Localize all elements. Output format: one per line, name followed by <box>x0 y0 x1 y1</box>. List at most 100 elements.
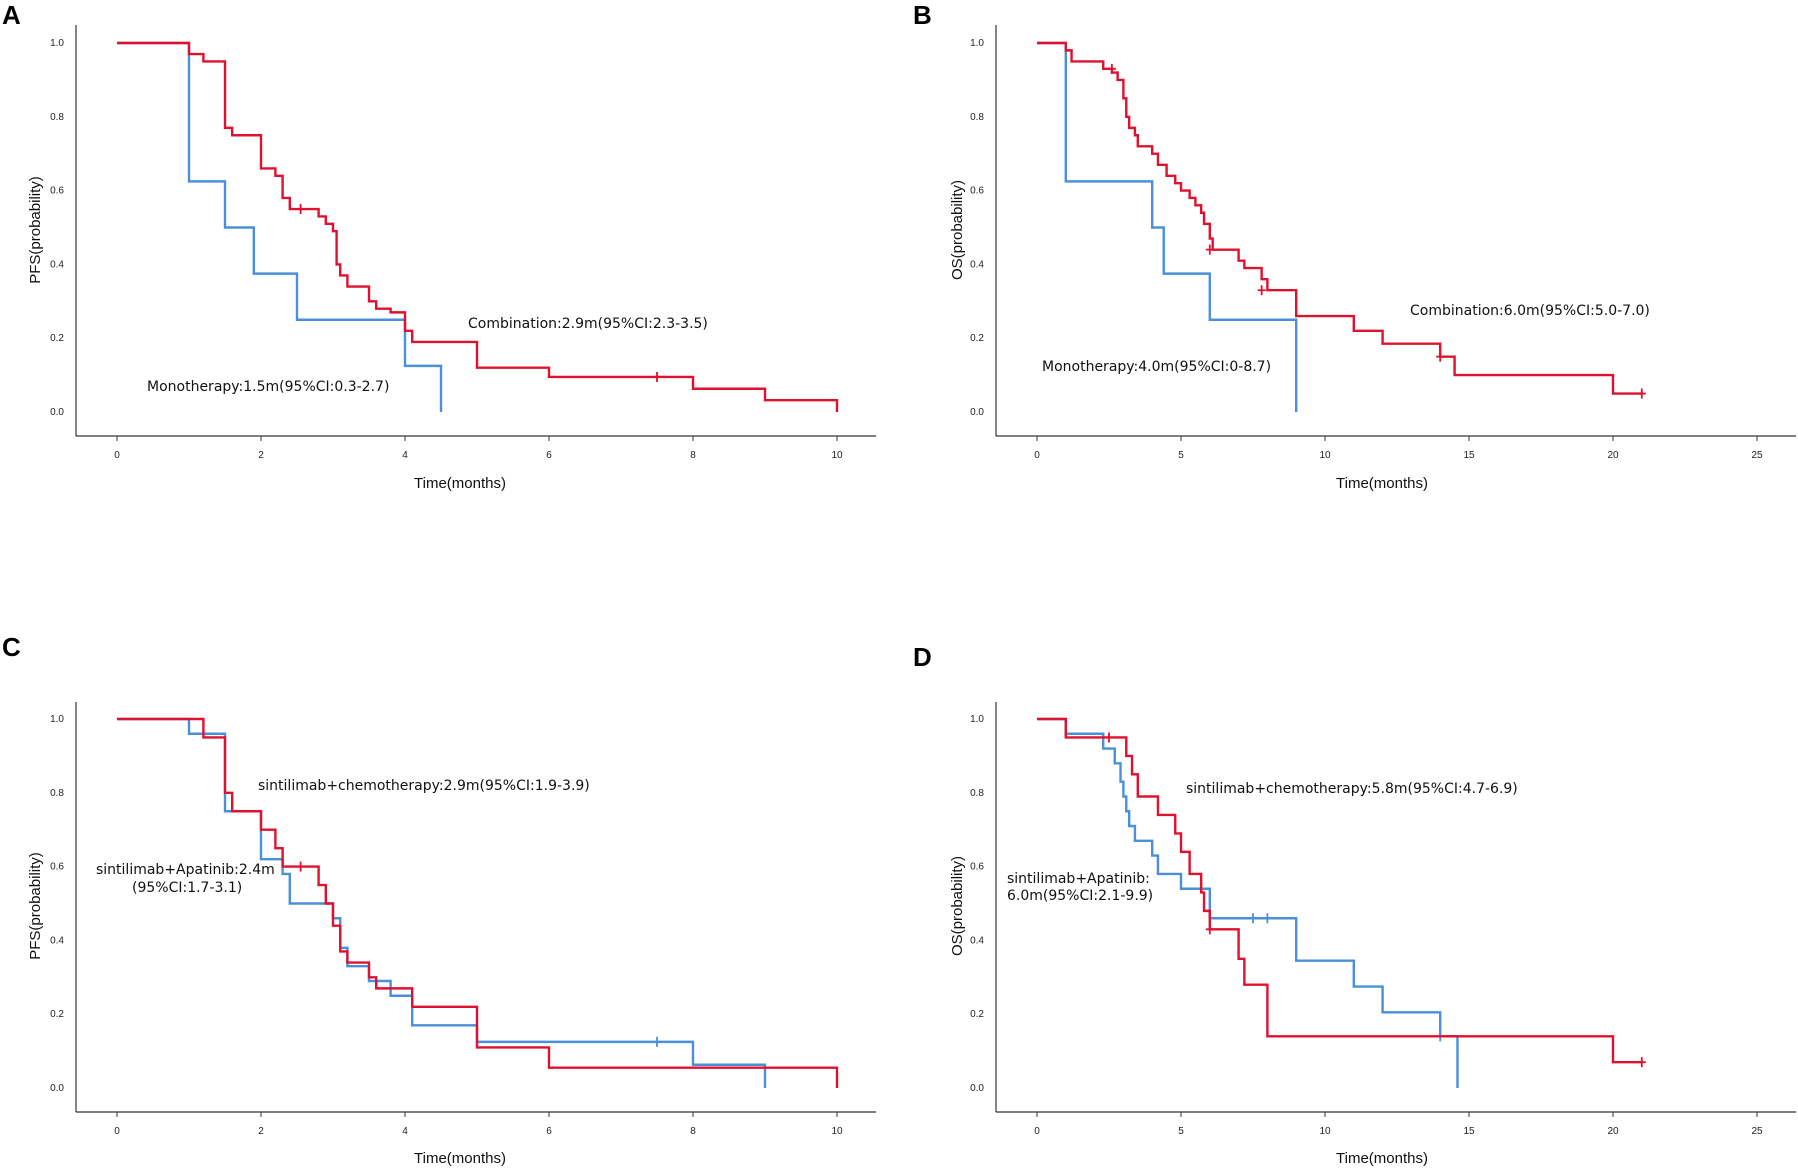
panel-a-xtick-label: 6 <box>546 450 552 461</box>
panel-a-annotation-monotherapy: Monotherapy:1.5m(95%CI:0.3-2.7) <box>147 379 389 395</box>
panel-c-ytick-label: 0.2 <box>50 1009 64 1020</box>
panel-b-censor-mark-combination <box>1637 388 1646 399</box>
panel-c-curve-sintilimab-chemotherapy <box>117 717 839 1088</box>
panel-a-ytick-label: 0.0 <box>50 407 64 418</box>
panel-d-curve-sintilimab-apatinib <box>1037 717 1459 1088</box>
panel-c-xtick-label: 6 <box>546 1126 552 1137</box>
panel-b-xtick-label: 15 <box>1463 450 1475 461</box>
panel-b-letter: B <box>913 0 932 30</box>
panel-b-censor-mark-combination <box>1436 351 1445 362</box>
panel-c-censor-mark-sintilimab-apatinib <box>653 1036 661 1047</box>
panel-b-ytick-label: 0.0 <box>970 407 984 418</box>
panel-a-ytick-label: 0.8 <box>50 112 64 123</box>
panel-a-curves <box>117 41 839 412</box>
panel-b-ytick-label: 0.4 <box>970 259 984 270</box>
panel-d-annotation-apatinib-line2: 6.0m(95%CI:2.1-9.9) <box>1007 888 1153 904</box>
panel-c-censor-mark-sintilimab-chemotherapy <box>296 861 305 872</box>
panel-d-ylabel: OS(probability) <box>949 856 966 956</box>
panel-b-ylabel: OS(probability) <box>949 180 966 280</box>
panel-b-censor-mark-combination <box>1257 285 1266 296</box>
panel-b-ytick-label: 0.6 <box>970 186 984 197</box>
panel-d-curve-sintilimab-chemotherapy <box>1037 717 1642 1064</box>
panel-d-ticks: 0 5 10 15 20 25 0.0 0.2 0.4 0.6 0.8 1.0 <box>970 714 1763 1137</box>
panel-b-xtick-label: 0 <box>1034 450 1040 461</box>
panel-b-ticks: 0 5 10 15 20 25 0.0 0.2 0.4 0.6 0.8 1.0 <box>970 38 1763 461</box>
panel-a-ytick-label: 0.6 <box>50 186 64 197</box>
panel-c-annotation-chemotherapy: sintilimab+chemotherapy:2.9m(95%CI:1.9-3… <box>258 778 590 794</box>
panel-d-ytick-label: 0.6 <box>970 862 984 873</box>
panel-a-censor-mark-combination <box>296 204 305 215</box>
panel-d-letter: D <box>913 642 932 672</box>
panel-c: C 0 2 4 6 8 10 0.0 0.2 0.4 0.6 0.8 1.0 Time(months)… <box>2 632 876 1167</box>
panel-d-xtick-label: 25 <box>1751 1126 1763 1137</box>
panel-c-curves <box>117 717 839 1088</box>
panel-b-annotation-combination: Combination:6.0m(95%CI:5.0-7.0) <box>1410 303 1650 319</box>
panel-d-curves <box>1037 717 1646 1088</box>
panel-b-curve-monotherapy <box>1037 41 1298 412</box>
panel-a-ytick-label: 0.2 <box>50 333 64 344</box>
panel-c-xlabel: Time(months) <box>414 1150 506 1167</box>
panel-b-curves <box>1037 41 1646 412</box>
panel-d-annotation-apatinib-line1: sintilimab+Apatinib: <box>1007 871 1150 887</box>
panel-c-xtick-label: 4 <box>402 1126 408 1137</box>
panel-b: B 0 5 10 15 20 25 0.0 0.2 0.4 0.6 0.8 1.0 Time(mont… <box>913 0 1796 492</box>
panel-b-xtick-label: 20 <box>1607 450 1619 461</box>
panel-a: A 0 2 4 6 8 10 0.0 0.2 0.4 0.6 0.8 1.0 Time(months)… <box>2 0 876 492</box>
panel-d-xtick-label: 10 <box>1319 1126 1331 1137</box>
panel-a-ticks: 0 2 4 6 8 10 0.0 0.2 0.4 0.6 0.8 1.0 <box>50 38 843 461</box>
panel-d-censor-mark-sintilimab-apatinib <box>1249 913 1257 924</box>
panel-c-ytick-label: 0.6 <box>50 862 64 873</box>
panel-d-xtick-label: 20 <box>1607 1126 1619 1137</box>
panel-c-xtick-label: 0 <box>114 1126 120 1137</box>
panel-a-xtick-label: 4 <box>402 450 408 461</box>
panel-a-annotation-combination: Combination:2.9m(95%CI:2.3-3.5) <box>468 316 708 332</box>
panel-d-ytick-label: 0.2 <box>970 1009 984 1020</box>
panel-a-ytick-label: 0.4 <box>50 259 64 270</box>
panel-c-xtick-label: 2 <box>258 1126 264 1137</box>
panel-b-ytick-label: 0.2 <box>970 333 984 344</box>
panel-c-annotation-apatinib-line1: sintilimab+Apatinib:2.4m <box>96 862 275 878</box>
panel-a-xlabel: Time(months) <box>414 475 506 492</box>
panel-b-annotation-monotherapy: Monotherapy:4.0m(95%CI:0-8.7) <box>1042 359 1271 375</box>
panel-b-xlabel: Time(months) <box>1336 475 1428 492</box>
panel-d-xlabel: Time(months) <box>1336 1150 1428 1167</box>
panel-c-xtick-label: 8 <box>690 1126 696 1137</box>
panel-d-ytick-label: 0.0 <box>970 1083 984 1094</box>
panel-d-ytick-label: 0.4 <box>970 935 984 946</box>
panel-b-xtick-label: 5 <box>1178 450 1184 461</box>
panel-a-xtick-label: 0 <box>114 450 120 461</box>
panel-b-xtick-label: 10 <box>1319 450 1331 461</box>
panel-b-xtick-label: 25 <box>1751 450 1763 461</box>
panel-d-ytick-label: 1.0 <box>970 714 984 725</box>
panel-c-xtick-label: 10 <box>831 1126 843 1137</box>
panel-d-censor-mark-sintilimab-apatinib <box>1263 913 1272 924</box>
panel-c-ytick-label: 1.0 <box>50 714 64 725</box>
panel-b-ytick-label: 1.0 <box>970 38 984 49</box>
panel-b-censor-mark-combination <box>1107 63 1116 74</box>
panel-a-ytick-label: 1.0 <box>50 38 64 49</box>
panel-a-curve-monotherapy <box>117 41 443 412</box>
panel-c-annotation-apatinib-line2: (95%CI:1.7-3.1) <box>132 880 242 896</box>
panel-b-censor-mark-combination <box>1205 244 1214 255</box>
panel-a-xtick-label: 8 <box>690 450 696 461</box>
panel-c-ylabel: PFS(probability) <box>27 852 44 960</box>
panel-a-xtick-label: 10 <box>831 450 843 461</box>
panel-c-ytick-label: 0.8 <box>50 788 64 799</box>
panel-d-ytick-label: 0.8 <box>970 788 984 799</box>
panel-c-letter: C <box>2 632 21 662</box>
panel-b-ytick-label: 0.8 <box>970 112 984 123</box>
panel-c-ticks: 0 2 4 6 8 10 0.0 0.2 0.4 0.6 0.8 1.0 <box>50 714 843 1137</box>
panel-a-letter: A <box>2 0 21 30</box>
panel-d: D 0 5 10 15 20 25 0.0 0.2 0.4 0.6 0.8 1.0 Time(mont… <box>913 642 1796 1167</box>
panel-c-ytick-label: 0.0 <box>50 1083 64 1094</box>
panel-a-ylabel: PFS(probability) <box>27 176 44 284</box>
panel-a-xtick-label: 2 <box>258 450 264 461</box>
panel-c-curve-sintilimab-apatinib <box>117 717 767 1088</box>
panel-b-curve-combination <box>1037 41 1642 395</box>
panel-a-curve-combination <box>117 41 839 412</box>
panel-d-censor-mark-sintilimab-chemotherapy <box>1205 924 1214 935</box>
panel-a-censor-mark-combination <box>653 371 661 382</box>
panel-d-annotation-chemotherapy: sintilimab+chemotherapy:5.8m(95%CI:4.7-6… <box>1186 781 1518 797</box>
panel-d-censor-mark-sintilimab-chemotherapy <box>1637 1057 1646 1068</box>
